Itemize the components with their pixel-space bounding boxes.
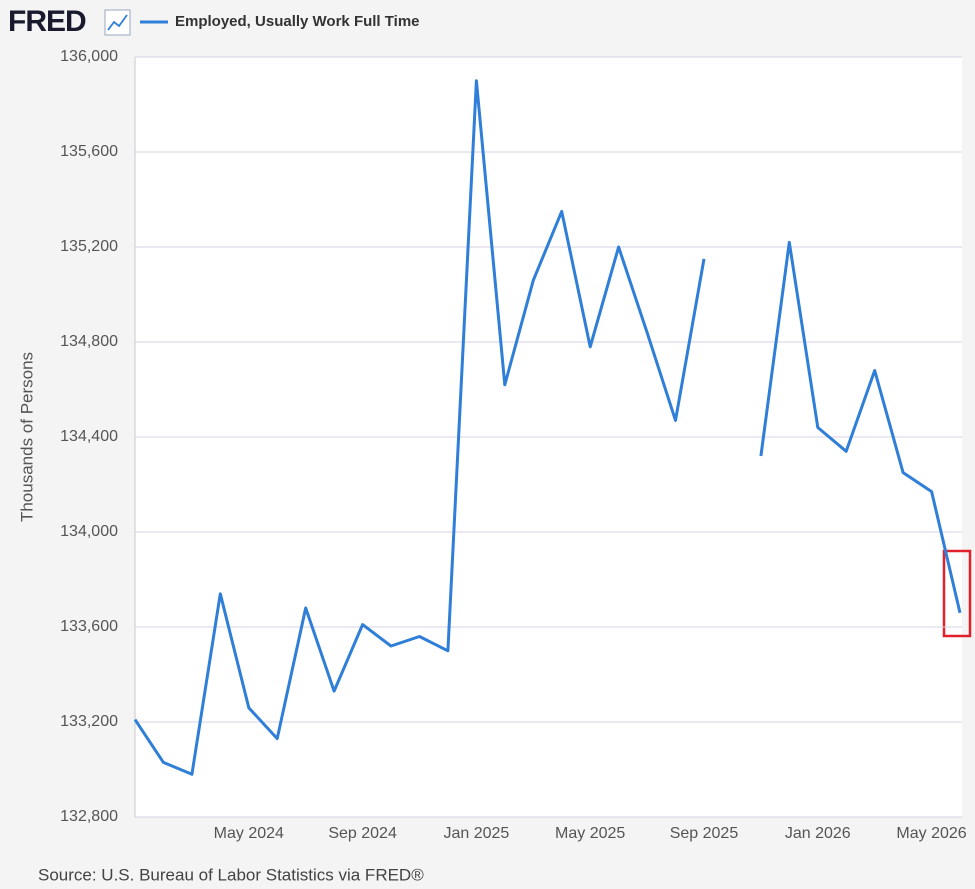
logo: FRED <box>8 5 86 38</box>
y-tick-label: 135,600 <box>60 143 118 160</box>
source: Source: U.S. Bureau of Labor Statistics … <box>38 865 424 884</box>
y-tick-label: 132,800 <box>60 808 118 825</box>
y-tick-label: 134,800 <box>60 333 118 350</box>
x-tick-label: May 2024 <box>214 825 284 842</box>
y-axis-label: Thousands of Persons <box>17 352 36 522</box>
y-tick-label: 136,000 <box>60 48 118 65</box>
x-tick-label: May 2026 <box>896 825 966 842</box>
y-tick-label: 134,000 <box>60 523 118 540</box>
highlight-box <box>942 549 972 638</box>
x-tick-label: May 2025 <box>555 825 625 842</box>
y-tick-label: 135,200 <box>60 238 118 255</box>
y-tick-label: 133,200 <box>60 713 118 730</box>
logo-icon <box>104 9 131 36</box>
y-tick-label: 134,400 <box>60 428 118 445</box>
data-line <box>133 79 962 776</box>
x-tick-label: Jan 2025 <box>443 825 509 842</box>
x-tick-label: Jan 2026 <box>785 825 851 842</box>
x-tick-label: Sep 2025 <box>670 825 739 842</box>
x-tick-label: Sep 2024 <box>328 825 397 842</box>
legend-label: Employed, Usually Work Full Time <box>175 13 420 30</box>
y-tick-label: 133,600 <box>60 618 118 635</box>
